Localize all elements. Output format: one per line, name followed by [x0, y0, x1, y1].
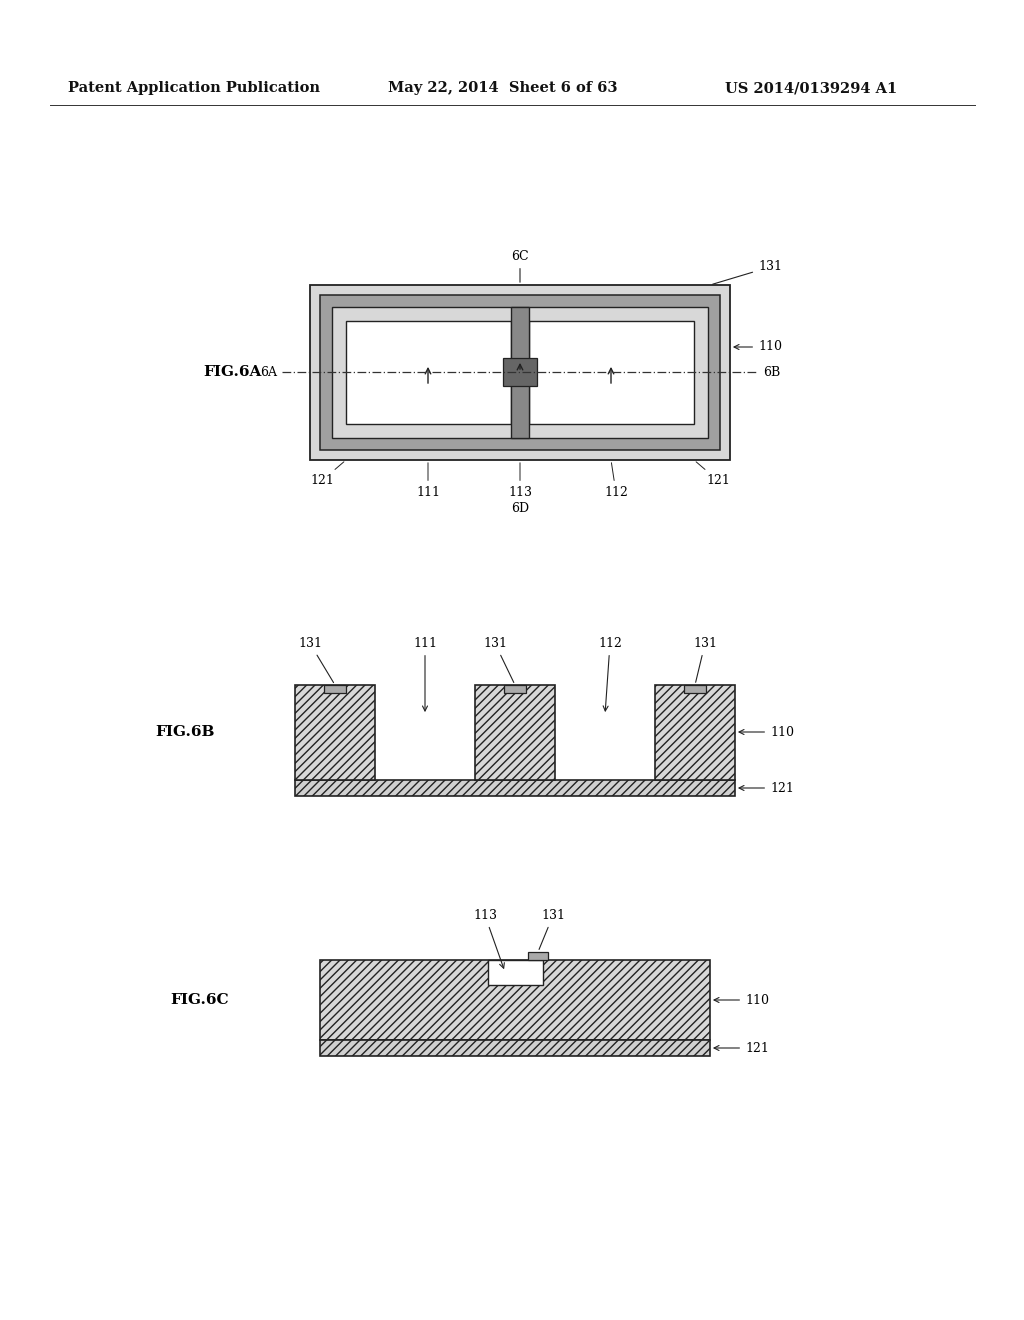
Text: 110: 110 [714, 994, 769, 1006]
Text: 6D: 6D [511, 502, 529, 515]
Text: 131: 131 [483, 638, 514, 682]
Text: Patent Application Publication: Patent Application Publication [68, 81, 319, 95]
Text: 121: 121 [739, 781, 794, 795]
Bar [504, 685, 526, 693]
Text: 121: 121 [714, 1041, 769, 1055]
Text: 111: 111 [413, 638, 437, 711]
Text: 111: 111 [416, 463, 440, 499]
Text: 121: 121 [696, 462, 730, 487]
Bar [295, 780, 735, 796]
Bar [319, 1040, 710, 1056]
Bar [529, 321, 694, 424]
Bar [684, 685, 706, 693]
Bar [503, 358, 537, 385]
Text: 113: 113 [473, 909, 505, 968]
Bar [488, 960, 543, 985]
Text: 6A: 6A [260, 366, 278, 379]
Text: 113: 113 [508, 463, 532, 499]
Text: 6C: 6C [511, 249, 528, 282]
Text: FIG.6C: FIG.6C [171, 993, 229, 1007]
Bar [346, 321, 511, 424]
Bar [655, 685, 735, 780]
Text: 6B: 6B [763, 366, 780, 379]
Text: 121: 121 [310, 462, 344, 487]
Bar [332, 308, 708, 438]
Text: 110: 110 [739, 726, 794, 738]
Text: 131: 131 [693, 638, 717, 682]
Bar [511, 308, 529, 438]
Text: FIG.6B: FIG.6B [156, 725, 215, 739]
Bar [319, 294, 720, 450]
Bar [295, 685, 375, 780]
Text: 110: 110 [734, 341, 782, 354]
Text: 131: 131 [713, 260, 782, 284]
Text: 131: 131 [539, 909, 565, 949]
Text: FIG.6A: FIG.6A [203, 366, 261, 379]
Text: 131: 131 [298, 638, 334, 682]
Bar [324, 685, 346, 693]
Bar [528, 952, 548, 960]
Text: May 22, 2014  Sheet 6 of 63: May 22, 2014 Sheet 6 of 63 [388, 81, 617, 95]
Bar [319, 960, 710, 1040]
Bar [475, 685, 555, 780]
Text: US 2014/0139294 A1: US 2014/0139294 A1 [725, 81, 897, 95]
Text: 112: 112 [598, 638, 622, 711]
Bar [310, 285, 730, 459]
Text: 112: 112 [604, 463, 628, 499]
